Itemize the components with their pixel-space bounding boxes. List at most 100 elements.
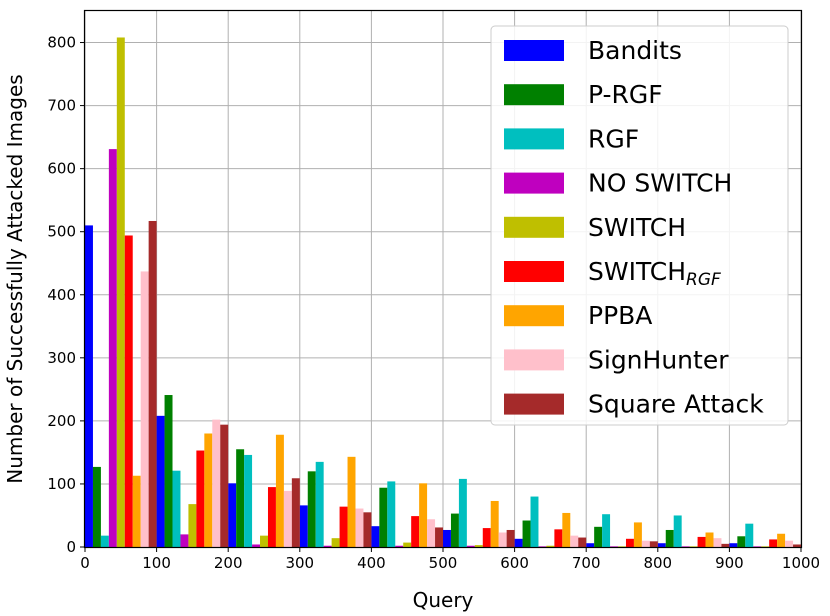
bar (299, 505, 308, 547)
bar (546, 545, 555, 547)
bar (705, 532, 714, 547)
bar (602, 514, 611, 547)
bar (371, 526, 380, 547)
bar (252, 544, 261, 547)
bar (395, 545, 404, 547)
bar (387, 481, 396, 547)
bar (737, 536, 746, 547)
bar (267, 487, 276, 547)
bar (196, 450, 205, 547)
bar (610, 546, 619, 547)
bar (538, 546, 547, 547)
y-tick-label: 800 (47, 34, 76, 52)
bar (506, 529, 515, 547)
bar (116, 37, 125, 547)
bar (625, 538, 634, 547)
bar (419, 483, 428, 547)
bar (649, 541, 658, 547)
bar (498, 532, 507, 547)
bar (729, 543, 738, 547)
bar (586, 543, 595, 547)
bar (164, 395, 173, 547)
bar (681, 546, 690, 547)
bar (315, 461, 324, 547)
bar (657, 543, 666, 547)
y-tick-label: 700 (47, 97, 76, 115)
bar (228, 483, 237, 547)
bar (570, 535, 579, 547)
bar (363, 512, 372, 547)
legend-swatch (504, 305, 564, 327)
y-tick-label: 600 (47, 160, 76, 178)
bar (458, 478, 467, 547)
axis-ticks: 0 100 200 300 400 500 600 700 800 900 1000 0 100 200 3… (47, 34, 820, 572)
bar (347, 456, 356, 547)
bar (236, 449, 245, 547)
bar (578, 537, 587, 547)
bar (435, 527, 443, 547)
legend: Bandits P-RGF RGF NO SWITCH SWITCH SWITCHRGF P… (490, 25, 789, 426)
x-tick-label: 900 (715, 554, 744, 572)
x-tick-label: 600 (500, 554, 529, 572)
bar (450, 513, 459, 547)
bar (307, 471, 316, 547)
bar (220, 424, 229, 547)
bar (530, 496, 539, 547)
legend-label: RGF (588, 124, 639, 153)
y-tick-label: 100 (47, 475, 76, 493)
bar (793, 544, 801, 547)
y-tick-label: 500 (47, 223, 76, 241)
bar (745, 523, 754, 547)
x-tick-label: 700 (572, 554, 601, 572)
bar (100, 535, 109, 547)
bar (260, 535, 268, 547)
y-tick-label: 200 (47, 412, 76, 430)
legend-label: NO SWITCH (588, 169, 732, 198)
legend-swatch (504, 216, 564, 238)
x-tick-label: 800 (643, 554, 672, 572)
legend-label: Bandits (588, 36, 682, 65)
x-tick-label: 0 (80, 554, 90, 572)
legend-label: SWITCHRGF (588, 257, 721, 290)
bar (156, 415, 165, 547)
bar (331, 538, 340, 547)
bar (665, 529, 674, 547)
bar (204, 433, 213, 547)
x-tick-label: 100 (142, 554, 171, 572)
bar (291, 478, 300, 547)
bar (785, 540, 794, 547)
bar (403, 542, 412, 547)
bar (689, 546, 698, 547)
legend-label: PPBA (588, 301, 652, 330)
y-tick-label: 300 (47, 349, 76, 367)
legend-label: SignHunter (588, 345, 729, 374)
bar (753, 546, 762, 547)
bar (92, 466, 101, 547)
x-tick-label: 300 (285, 554, 314, 572)
bar (355, 508, 364, 547)
bar (474, 545, 483, 547)
bar (188, 504, 197, 547)
legend-swatch (504, 172, 564, 194)
legend-swatch (504, 128, 564, 150)
bar (562, 512, 571, 547)
bar (132, 475, 141, 547)
bar (379, 487, 388, 547)
bar (641, 540, 650, 547)
legend-label: P-RGF (588, 80, 663, 109)
bar (777, 533, 786, 547)
bar (490, 500, 499, 547)
x-tick-label: 400 (357, 554, 386, 572)
x-tick-label: 500 (429, 554, 458, 572)
bar (482, 528, 491, 547)
bar (721, 543, 730, 547)
legend-swatch (504, 261, 564, 282)
bar (85, 225, 93, 547)
bar (633, 522, 642, 547)
bar (148, 220, 157, 547)
legend-label: SWITCH (588, 213, 686, 242)
bar (172, 470, 181, 547)
bar (323, 545, 332, 547)
bar (554, 529, 563, 547)
